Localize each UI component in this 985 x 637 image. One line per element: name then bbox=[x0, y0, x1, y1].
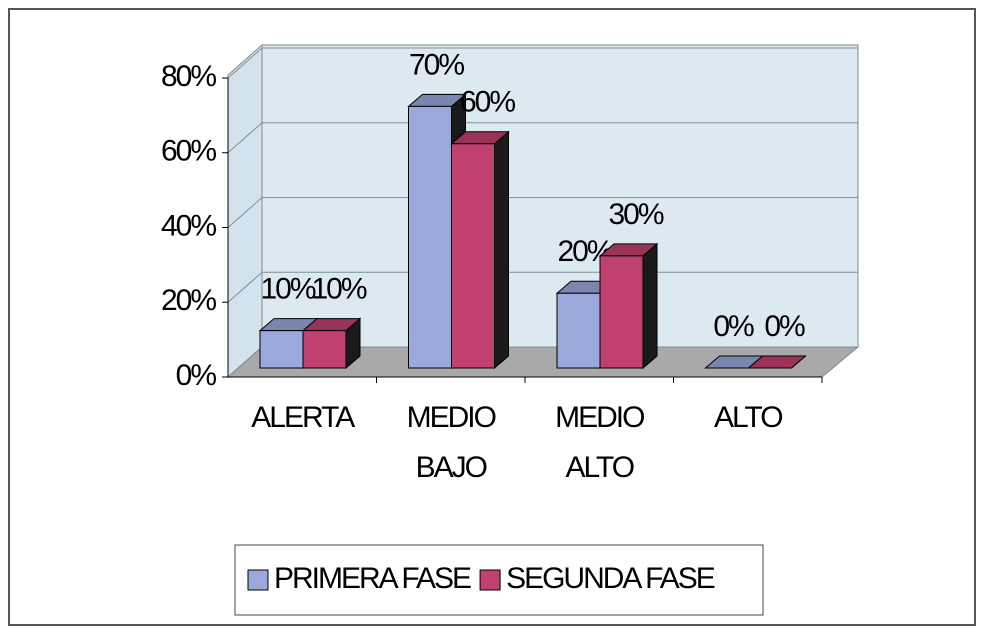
grid-line-side bbox=[227, 346, 263, 378]
x-tick-label: MEDIO BAJO bbox=[406, 401, 497, 484]
bar bbox=[599, 255, 644, 369]
y-tick-label: 20% bbox=[161, 284, 216, 317]
y-tick-label: 40% bbox=[161, 209, 216, 242]
value-label: 0% bbox=[713, 310, 754, 343]
bar bbox=[408, 105, 452, 369]
value-label: 60% bbox=[460, 86, 515, 119]
legend-swatch bbox=[247, 569, 269, 591]
grid-line-side bbox=[227, 47, 263, 79]
grid-line-side bbox=[227, 197, 263, 228]
y-tick-label: 0% bbox=[176, 359, 217, 392]
value-label: 30% bbox=[608, 198, 663, 231]
x-tick-label: ALERTA bbox=[251, 401, 355, 434]
bar bbox=[556, 292, 601, 369]
value-label: 10% bbox=[260, 273, 315, 306]
bar bbox=[259, 330, 304, 369]
x-tick-label: MEDIO ALTO bbox=[555, 401, 645, 484]
y-tick-label: 80% bbox=[161, 60, 216, 93]
x-tick-label: ALTO bbox=[713, 401, 784, 434]
bar bbox=[302, 330, 347, 369]
bar-side bbox=[494, 130, 509, 370]
grid-line-side bbox=[227, 271, 263, 303]
value-label: 0% bbox=[764, 310, 805, 343]
legend-label: SEGUNDA FASE bbox=[506, 562, 715, 595]
bar-side bbox=[642, 242, 658, 370]
y-tick-label: 60% bbox=[161, 135, 216, 168]
legend-swatch bbox=[479, 569, 501, 591]
bar bbox=[451, 143, 495, 369]
bar-top bbox=[747, 355, 807, 369]
value-label: 10% bbox=[311, 273, 366, 306]
value-label: 70% bbox=[409, 48, 464, 81]
legend-label: PRIMERA FASE bbox=[274, 562, 471, 595]
side-wall bbox=[227, 43, 263, 379]
grid-line-side bbox=[227, 122, 263, 154]
